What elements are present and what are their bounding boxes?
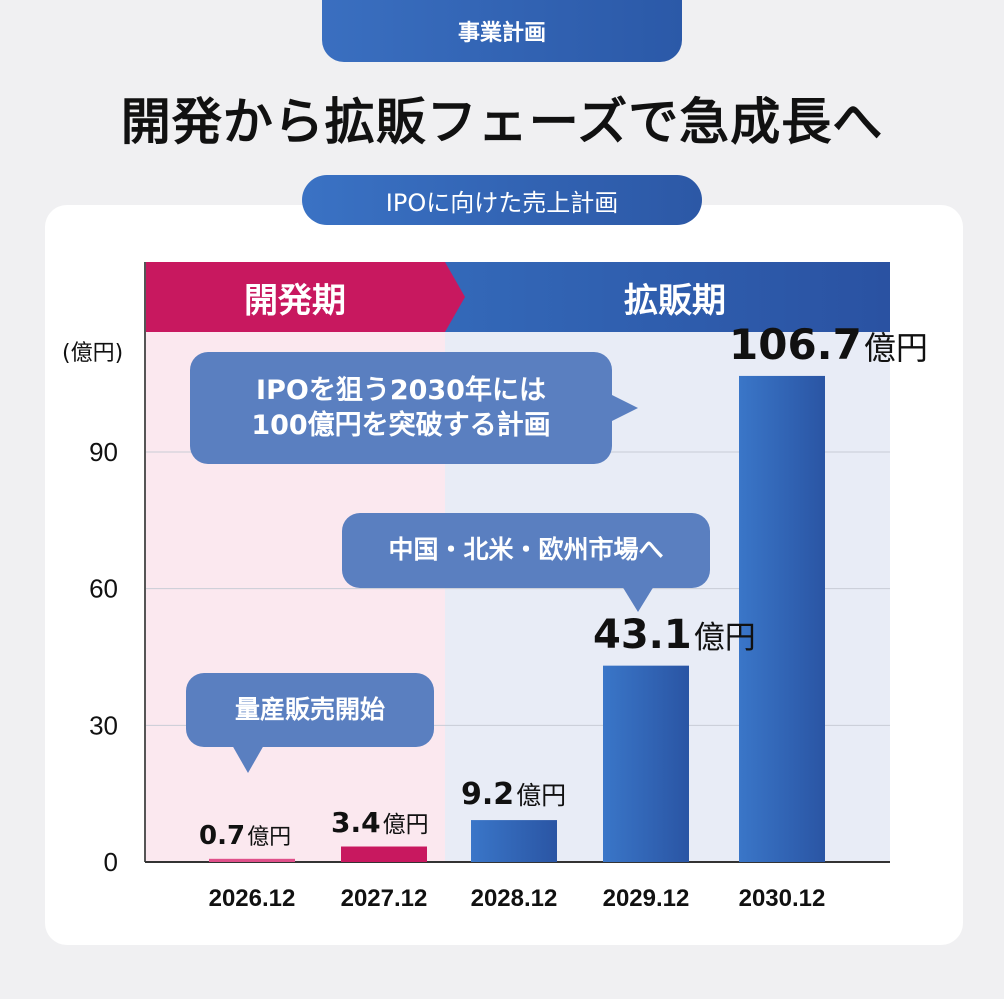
bar-2030.12	[739, 375, 825, 862]
x-tick-label: 2029.12	[603, 885, 690, 912]
mass-production-callout-text: 量産販売開始	[234, 694, 385, 724]
market-callout: 中国・北米・欧州市場へ	[342, 513, 710, 612]
bar-2026.12	[209, 858, 295, 862]
page-title: 開発から拡販フェーズで急成長へ	[120, 93, 884, 151]
x-tick-label: 2028.12	[471, 885, 558, 912]
y-tick-label: 90	[89, 437, 118, 467]
bar-2027.12	[341, 846, 427, 862]
value-label: 9.2 億円	[461, 777, 567, 813]
value-label: 106.7 億円	[729, 319, 928, 369]
ipo-callout-line1: IPOを狙う2030年には	[256, 374, 546, 406]
ipo-callout: IPOを狙う2030年には 100億円を突破する計画	[190, 352, 638, 464]
y-tick-label: 60	[89, 574, 118, 604]
y-axis-title: (億円)	[62, 341, 123, 366]
y-tick-label: 0	[104, 847, 118, 877]
market-callout-text: 中国・北米・欧州市場へ	[388, 535, 664, 565]
value-label: 3.4 億円	[331, 805, 429, 839]
phase-dev-label: 開発期	[244, 280, 346, 321]
x-tick-label: 2030.12	[739, 885, 826, 912]
bar-2028.12	[471, 820, 557, 862]
chart-subtitle: IPOに向けた売上計画	[302, 175, 702, 225]
callout-pointer	[610, 394, 638, 422]
y-tick-label: 30	[89, 710, 118, 740]
ipo-callout-line2: 100億円を突破する計画	[251, 410, 551, 441]
bar-2029.12	[603, 665, 689, 862]
callout-pointer	[232, 745, 264, 773]
x-tick-label: 2027.12	[341, 885, 428, 912]
value-label: 0.7 億円	[199, 820, 292, 851]
value-label: 43.1 億円	[593, 611, 756, 658]
callout-pointer	[622, 586, 654, 612]
dev-phase-band	[145, 262, 465, 332]
section-badge: 事業計画	[322, 0, 682, 62]
x-tick-label: 2026.12	[209, 885, 296, 912]
mass-production-callout: 量産販売開始	[186, 673, 434, 773]
phase-sales-label: 拡販期	[624, 280, 726, 321]
